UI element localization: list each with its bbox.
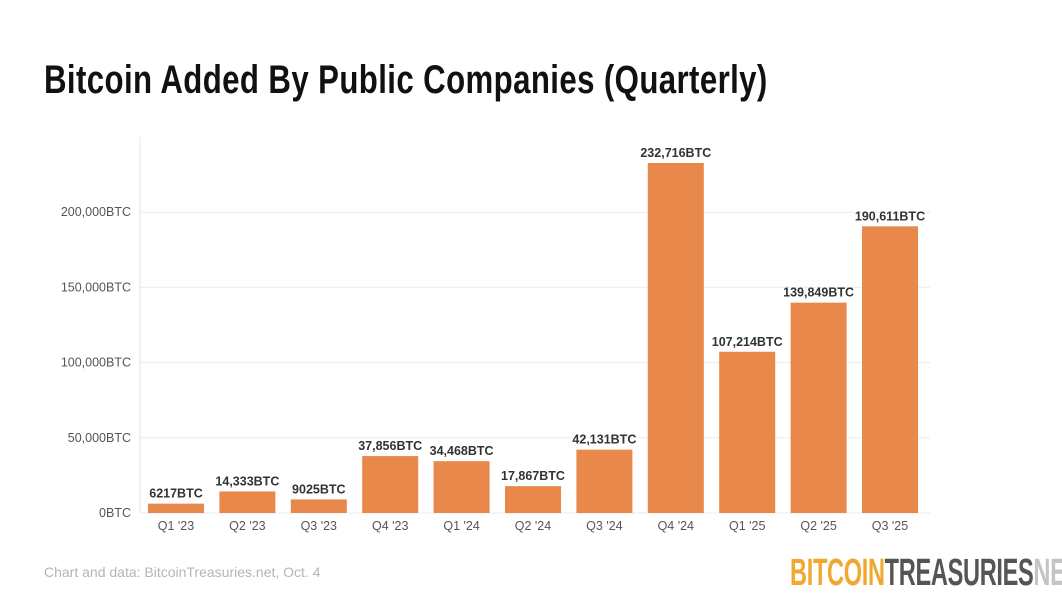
y-tick-label: 150,000BTC <box>61 280 131 294</box>
data-label: 37,856BTC <box>358 439 422 453</box>
data-label: 107,214BTC <box>712 335 783 349</box>
data-label: 232,716BTC <box>640 146 711 160</box>
x-tick-label: Q3 '23 <box>301 519 337 533</box>
data-label: 34,468BTC <box>430 444 494 458</box>
bar <box>148 504 204 513</box>
y-tick-label: 50,000BTC <box>68 431 131 445</box>
bar <box>219 491 275 513</box>
data-label: 17,867BTC <box>501 469 565 483</box>
x-tick-label: Q1 '25 <box>729 519 765 533</box>
x-tick-label: Q3 '25 <box>872 519 908 533</box>
bitcointreasuries-logo: BITCOINTREASURIESNET <box>790 552 1062 594</box>
x-tick-label: Q2 '24 <box>515 519 551 533</box>
x-tick-label: Q4 '24 <box>658 519 694 533</box>
bar <box>291 499 347 513</box>
data-label: 42,131BTC <box>572 433 636 447</box>
data-label: 6217BTC <box>149 487 203 501</box>
x-tick-label: Q4 '23 <box>372 519 408 533</box>
y-tick-label: 0BTC <box>99 506 131 520</box>
bar <box>648 163 704 513</box>
x-tick-label: Q1 '23 <box>158 519 194 533</box>
bar <box>719 352 775 513</box>
bar <box>362 456 418 513</box>
data-label: 190,611BTC <box>855 209 925 223</box>
data-label: 9025BTC <box>292 482 346 496</box>
source-note: Chart and data: BitcoinTreasuries.net, O… <box>44 564 321 580</box>
bar <box>576 450 632 513</box>
y-tick-label: 200,000BTC <box>61 205 131 219</box>
data-label: 14,333BTC <box>215 474 279 488</box>
data-label: 139,849BTC <box>783 286 854 300</box>
bar <box>434 461 490 513</box>
x-tick-label: Q1 '24 <box>443 519 479 533</box>
x-tick-label: Q3 '24 <box>586 519 622 533</box>
y-tick-label: 100,000BTC <box>61 356 131 370</box>
x-tick-label: Q2 '25 <box>800 519 836 533</box>
bar <box>505 486 561 513</box>
x-tick-label: Q2 '23 <box>229 519 265 533</box>
bar <box>862 226 918 513</box>
bar <box>791 303 847 513</box>
